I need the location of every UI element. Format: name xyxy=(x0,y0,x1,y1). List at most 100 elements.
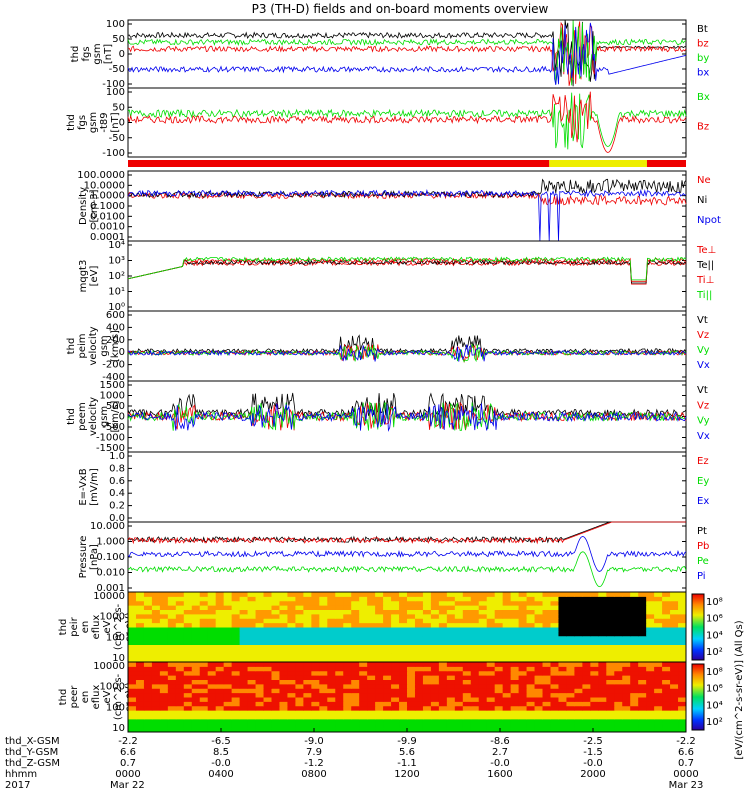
spectrogram-cell xyxy=(446,644,456,650)
spectrogram-cell xyxy=(327,723,336,729)
spectrogram-cell xyxy=(239,727,249,733)
spectrogram-cell xyxy=(191,648,201,654)
spectrogram-cell xyxy=(303,605,312,610)
spectrogram-cell xyxy=(598,723,607,729)
spectrogram-cell xyxy=(295,600,304,606)
series-line-vy xyxy=(127,343,687,363)
spectrogram-cell xyxy=(510,622,520,628)
spectrogram-cell xyxy=(239,631,249,637)
spectrogram-cell xyxy=(526,705,536,711)
axis-label: [nT] xyxy=(103,44,114,64)
spectrogram-cell xyxy=(247,662,257,667)
spectrogram-cell xyxy=(279,605,288,610)
spectrogram-cell xyxy=(582,714,591,720)
spectrogram-cell xyxy=(295,613,304,619)
spectrogram-cell xyxy=(407,618,416,624)
spectrogram-cell xyxy=(606,605,615,610)
x-tick-label: 0000 xyxy=(673,769,698,780)
spectrogram-cell xyxy=(303,609,312,615)
spectrogram-cell xyxy=(375,688,384,694)
spectrogram-cell xyxy=(383,631,392,637)
spectrogram-cell xyxy=(239,679,249,685)
spectrogram-cell xyxy=(287,613,296,619)
spectrogram-cell xyxy=(135,657,145,663)
colorbar xyxy=(691,593,705,661)
spectrogram-cell xyxy=(670,653,679,659)
spectrogram-cell xyxy=(215,705,225,711)
spectrogram-cell xyxy=(630,670,639,676)
spectrogram-cell xyxy=(151,662,161,667)
spectrogram-cell xyxy=(215,600,225,606)
spectrogram-cell xyxy=(430,683,440,689)
tick-label: 100 xyxy=(106,19,125,30)
spectrogram-cell xyxy=(662,727,671,733)
tick-label: 1000 xyxy=(100,391,125,402)
spectrogram-cell xyxy=(478,631,488,637)
spectrogram-cell xyxy=(430,592,440,597)
spectrogram-cell xyxy=(542,662,551,667)
spectrogram-cell xyxy=(239,683,249,689)
spectrogram-cell xyxy=(223,592,233,597)
spectrogram-cell xyxy=(614,596,623,602)
spectrogram-cell xyxy=(367,600,376,606)
colorbar xyxy=(691,663,705,731)
spectrogram-cell xyxy=(470,697,480,702)
spectrogram-cell xyxy=(279,679,288,685)
spectrogram-cell xyxy=(367,692,376,698)
spectrogram-cell xyxy=(319,710,328,715)
series-line-bx xyxy=(127,22,687,85)
spectrogram-cell xyxy=(454,644,464,650)
spectrogram-cell xyxy=(566,648,575,654)
spectrogram-cell xyxy=(311,596,320,602)
spectrogram-cell xyxy=(151,723,161,729)
spectrogram-cell xyxy=(438,622,448,628)
spectrogram-cell xyxy=(502,596,512,602)
spectrogram-cell xyxy=(430,644,440,650)
spectrogram-cell xyxy=(510,697,520,702)
spectrogram-cell xyxy=(367,727,376,733)
spectrogram-cell xyxy=(183,644,193,650)
spectrogram-cell xyxy=(566,679,575,685)
spectrogram-cell xyxy=(327,666,336,672)
spectrogram-cell xyxy=(518,662,528,667)
spectrogram-cell xyxy=(375,640,384,645)
spectrogram-cell xyxy=(175,596,185,602)
spectrogram-cell xyxy=(478,648,488,654)
spectrogram-cell xyxy=(295,670,304,676)
spectrogram-cell xyxy=(542,600,551,606)
spectrogram-cell xyxy=(128,596,137,602)
spectrogram-cell xyxy=(614,675,623,680)
spectrogram-cell xyxy=(303,697,312,702)
spectrogram-cell xyxy=(606,683,615,689)
spectrogram-cell xyxy=(367,679,376,685)
spectrogram-cell xyxy=(407,631,416,637)
spectrogram-cell xyxy=(247,718,257,724)
spectrogram-cell xyxy=(486,653,496,659)
spectrogram-cell xyxy=(287,705,296,711)
spectrogram-cell xyxy=(558,600,567,606)
spectrogram-cell xyxy=(574,670,583,676)
axis-label: thd xyxy=(66,408,77,425)
axis-label: (cm^2-s- xyxy=(113,673,124,720)
spectrogram-cell xyxy=(550,635,559,641)
spectrogram-cell xyxy=(590,635,599,641)
panel-frame xyxy=(127,240,687,312)
spectrogram-cell xyxy=(638,653,647,659)
spectrogram-cell xyxy=(502,688,512,694)
spectrogram-cell xyxy=(263,688,272,694)
spectrogram-cell xyxy=(271,644,280,650)
spectrogram-cell xyxy=(654,618,663,624)
spectrogram-cell xyxy=(351,710,360,715)
spectrogram-cell xyxy=(223,605,233,610)
spectrogram-cell xyxy=(383,627,392,632)
spectrogram-cell xyxy=(678,688,687,694)
spectrogram-cell xyxy=(335,640,344,645)
spectrogram-cell xyxy=(128,670,137,676)
spectrogram-cell xyxy=(574,679,583,685)
spectrogram-cell xyxy=(534,727,544,733)
axis-label: [nT] xyxy=(110,112,121,132)
spectrogram-cell xyxy=(414,622,424,628)
spectrogram-cell xyxy=(207,648,217,654)
spectrogram-cell xyxy=(606,705,615,711)
spectrogram-cell xyxy=(143,675,153,680)
